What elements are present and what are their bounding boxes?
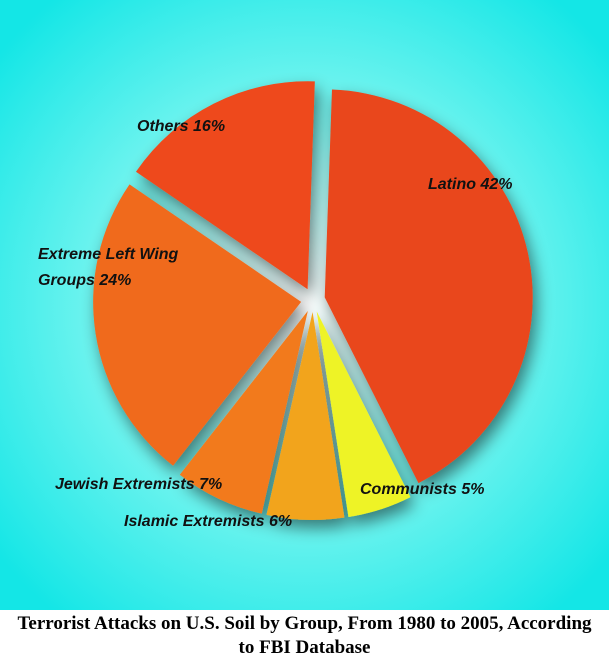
pie-slice — [179, 310, 308, 514]
category-label: Latino — [428, 176, 476, 193]
pie-slice — [316, 311, 411, 517]
chart-title-box: Terrorist Attacks on U.S. Soil by Group,… — [0, 612, 609, 660]
slice-label: Latino 42% — [428, 172, 609, 198]
pie — [93, 81, 533, 520]
category-label: Others — [137, 118, 189, 135]
category-label: Extreme Left Wing Groups — [38, 246, 179, 289]
slice-label: Islamic Extremists 6% — [124, 509, 364, 535]
category-label: Communists — [360, 481, 457, 498]
pie-slice — [266, 311, 345, 520]
value-label: 24% — [99, 272, 132, 289]
value-label: 5% — [461, 481, 485, 498]
slice-label: Communists 5% — [360, 477, 560, 503]
pie-slice — [324, 89, 533, 484]
category-label: Jewish Extremists — [55, 476, 195, 493]
slice-label: Jewish Extremists 7% — [55, 472, 295, 498]
value-label: 42% — [480, 176, 513, 193]
chart-title: Terrorist Attacks on U.S. Soil by Group,… — [17, 613, 592, 658]
slice-label: Extreme Left Wing Groups 24% — [38, 242, 188, 294]
value-label: 7% — [199, 476, 223, 493]
value-label: 16% — [193, 118, 226, 135]
slice-label: Others 16% — [137, 114, 337, 140]
chart — [0, 0, 609, 610]
value-label: 6% — [268, 513, 293, 530]
pie-slice — [135, 81, 315, 290]
category-label: Islamic Extremists — [124, 513, 265, 530]
pie-slice — [93, 184, 302, 466]
